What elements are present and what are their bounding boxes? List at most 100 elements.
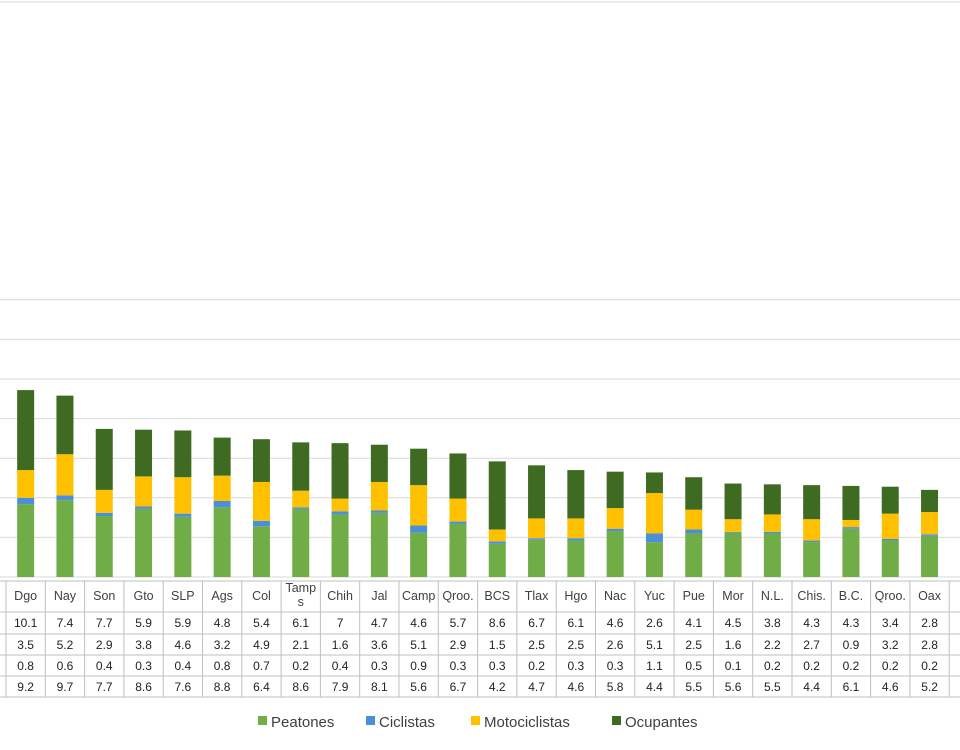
bar-segment [763, 533, 781, 577]
table-cell: 2.7 [803, 638, 820, 652]
category-label: Mor [722, 589, 744, 603]
table-cell: 2.5 [685, 638, 702, 652]
bar-segment [685, 533, 703, 577]
table-cell: 4.6 [568, 680, 585, 694]
table-cell: 5.1 [410, 638, 427, 652]
table-cell: 3.8 [764, 616, 781, 630]
table-cell: 2.6 [607, 638, 624, 652]
table-cell: 3.6 [371, 638, 388, 652]
table-cell: 2.6 [646, 616, 663, 630]
table-cell: 2.5 [528, 638, 545, 652]
bar-segment [881, 486, 899, 514]
table-cell: 0.3 [489, 659, 506, 673]
table-cell: 2.9 [96, 638, 113, 652]
category-label: Qroo. [875, 589, 906, 603]
category-label: Chis. [797, 589, 825, 603]
bar-segment [370, 444, 388, 482]
bar-segment [292, 442, 310, 491]
category-label: Nac [604, 589, 626, 603]
bar-segment [881, 540, 899, 577]
bar-segment [17, 390, 35, 471]
bar-segment [685, 509, 703, 530]
bar-segment [645, 493, 663, 534]
category-label: Son [93, 589, 115, 603]
category-label: Oax [918, 589, 942, 603]
legend-label: Ocupantes [625, 714, 698, 731]
table-cell: 0.2 [803, 659, 820, 673]
bar-segment [331, 514, 349, 577]
bar-segment [252, 520, 270, 527]
bar-segment [724, 519, 742, 532]
category-label: BCS [484, 589, 510, 603]
bar-segment [331, 511, 349, 515]
bar-segment [135, 508, 153, 577]
bar-segment [803, 540, 821, 543]
category-label: s [298, 595, 304, 609]
table-cell: 0.4 [175, 659, 192, 673]
table-cell: 2.5 [568, 638, 585, 652]
table-cell: 6.7 [528, 616, 545, 630]
bar-segment [331, 498, 349, 512]
table-cell: 3.2 [882, 638, 899, 652]
table-cell: 2.8 [921, 638, 938, 652]
bar-segment [370, 512, 388, 577]
bar-segment [724, 531, 742, 533]
category-label: Yuc [644, 589, 665, 603]
bar-segment [370, 510, 388, 513]
table-cell: 4.5 [725, 616, 742, 630]
category-label: Tamp [285, 581, 316, 595]
table-cell: 8.8 [214, 680, 231, 694]
table-cell: 1.6 [332, 638, 349, 652]
legend-swatch [612, 716, 621, 725]
bar-segment [528, 538, 546, 540]
table-cell: 9.7 [57, 680, 74, 694]
table-cell: 3.2 [214, 638, 231, 652]
bar-segment [56, 500, 74, 577]
table-cell: 9.2 [17, 680, 34, 694]
bar-segment [17, 504, 35, 577]
bar-segment [410, 485, 428, 526]
bar-segment [56, 495, 74, 501]
table-cell: 6.1 [843, 680, 860, 694]
table-cell: 8.6 [292, 680, 309, 694]
table-cell: 0.3 [568, 659, 585, 673]
table-cell: 6.4 [253, 680, 270, 694]
bar-segment [528, 465, 546, 519]
bar-segment [921, 534, 939, 536]
table-cell: 0.4 [332, 659, 349, 673]
table-cell: 7.4 [57, 616, 74, 630]
bar-segment [292, 508, 310, 577]
bar-segment [213, 475, 231, 501]
table-cell: 5.6 [725, 680, 742, 694]
table-cell: 8.6 [489, 616, 506, 630]
bar-segment [488, 541, 506, 544]
table-cell: 4.2 [489, 680, 506, 694]
category-label: Chih [327, 589, 353, 603]
category-label: Tlax [525, 589, 549, 603]
bar-segment [528, 518, 546, 539]
table-cell: 2.9 [450, 638, 467, 652]
bar-segment [95, 428, 113, 490]
bar-segment [174, 430, 192, 478]
table-cell: 0.3 [371, 659, 388, 673]
table-cell: 0.2 [292, 659, 309, 673]
bar-segment [213, 437, 231, 476]
bar-segment [135, 476, 153, 507]
table-cell: 4.6 [607, 616, 624, 630]
table-cell: 5.7 [450, 616, 467, 630]
table-cell: 0.2 [764, 659, 781, 673]
bar-segment [95, 489, 113, 513]
legend-label: Motociclistas [484, 714, 570, 731]
table-cell: 7.7 [96, 680, 113, 694]
table-cell: 10.1 [14, 616, 38, 630]
bar-segment [763, 531, 781, 534]
bar-segment [567, 518, 585, 539]
table-cell: 0.4 [96, 659, 113, 673]
table-cell: 1.6 [725, 638, 742, 652]
bar-segment [135, 429, 153, 477]
bar-segment [252, 526, 270, 577]
table-cell: 0.9 [843, 638, 860, 652]
bar-segment [567, 470, 585, 519]
table-cell: 0.7 [253, 659, 270, 673]
